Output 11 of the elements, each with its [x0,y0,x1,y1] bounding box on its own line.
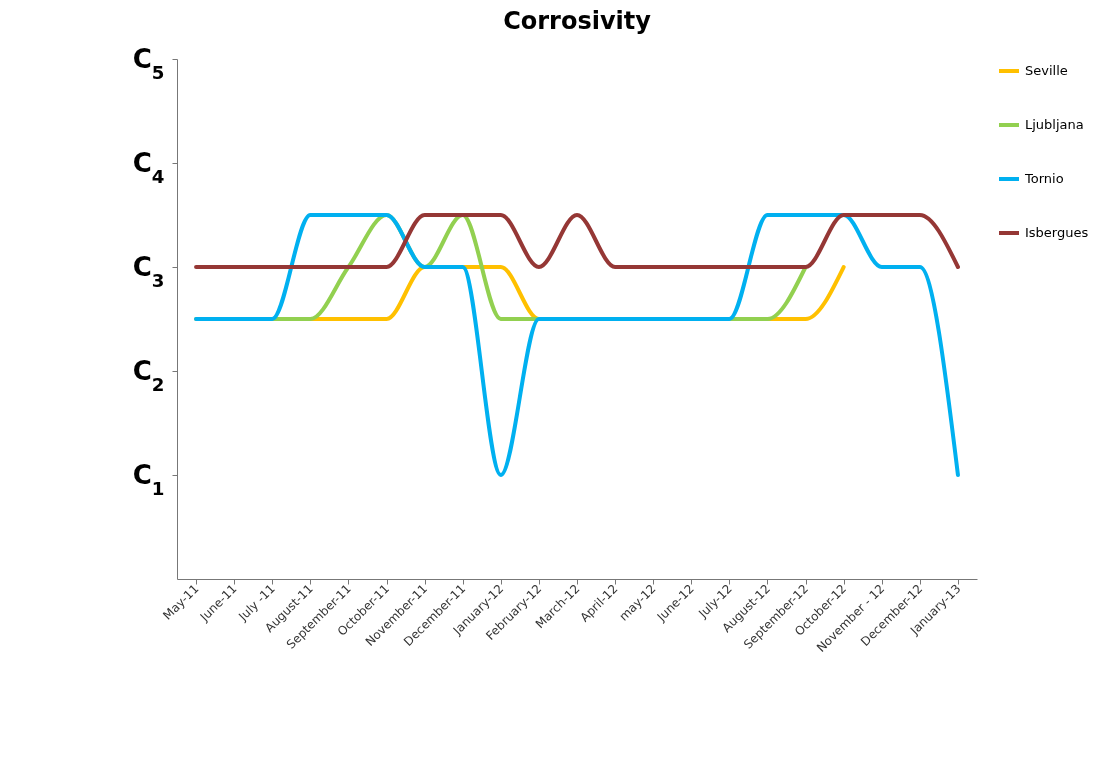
y-tick-label: C$_{5}$ [132,43,165,82]
y-tick-label: C$_{3}$ [132,251,165,290]
legend-label: Seville [1025,63,1068,78]
legend-label: Tornio [1024,171,1064,186]
y-tick-label: C$_{4}$ [132,147,165,186]
legend-label: Isbergues [1025,225,1089,240]
legend-label: Ljubljana [1025,117,1084,132]
y-tick-label: C$_{1}$ [132,459,165,498]
line-series [194,213,960,477]
y-tick-label: C$_{2}$ [132,355,165,394]
chart-title: Corrosivity [503,7,652,35]
